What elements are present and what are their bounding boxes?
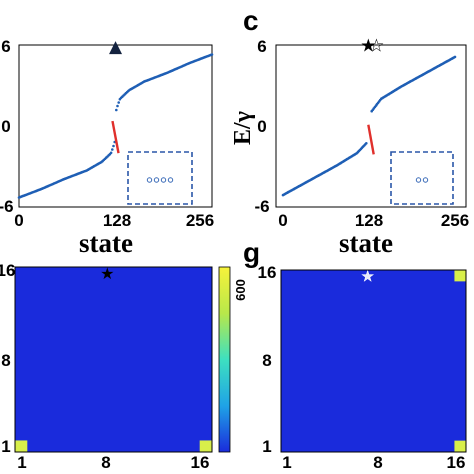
- heatmap-star-marker: ★: [100, 264, 114, 283]
- eigenvalue-point: [453, 55, 457, 59]
- heatmap-star-marker: ☆: [361, 267, 375, 286]
- spectrum-c-xtick-128: 128: [355, 211, 383, 230]
- heatmap-background: [281, 270, 466, 452]
- eigenvalue-point: [116, 104, 119, 108]
- heatmap-left-ytick-1: 1: [1, 437, 10, 456]
- heatmap-left-xtick-8: 8: [101, 453, 110, 472]
- eigenvalue-point: [210, 53, 214, 56]
- heatmap-g-ytick-16: 16: [258, 263, 277, 282]
- heatmap-hot-cell: [199, 440, 212, 452]
- heatmap-hot-cell: [454, 440, 466, 452]
- heatmap-g-frame: [280, 269, 467, 453]
- panel-letter-c: c: [243, 5, 259, 36]
- heatmap-g-xtick-1: 1: [282, 453, 291, 472]
- spectrum-left-xtick-128: 128: [103, 211, 131, 230]
- spectrum-c-inset: [390, 151, 454, 205]
- spectrum-c-xlabel: state: [339, 228, 393, 258]
- spectrum-c-frame: [275, 44, 467, 208]
- heatmap-g-ytick-1: 1: [262, 437, 271, 456]
- inset-circle: [422, 177, 429, 183]
- inset-circle: [153, 177, 160, 183]
- spectrum-c-xtick-256: 256: [441, 211, 469, 230]
- eigenvalue-point: [112, 144, 115, 148]
- heatmap-left-ytick-16: 16: [0, 261, 15, 280]
- heatmap-g-xtick-8: 8: [373, 453, 382, 472]
- colorbar: [218, 266, 231, 453]
- spectrum-left-ytick-minus6: -6: [0, 197, 14, 216]
- eigenvalue-point: [115, 108, 118, 112]
- heatmap-left-frame: [14, 266, 213, 453]
- heatmap-left-xtick-1: 1: [17, 453, 26, 472]
- spectrum-c-ytick-6: 6: [257, 37, 266, 56]
- spectrum-left-xlabel: state: [79, 228, 133, 258]
- eigenvalue-point: [365, 142, 368, 145]
- spectrum-left-ytick-6: 6: [1, 37, 10, 56]
- spectrum-left-inset: [127, 151, 193, 205]
- spectrum-left-xtick-0: 0: [14, 211, 23, 230]
- heatmap-g-ytick-8: 8: [262, 351, 271, 370]
- inset-circle: [146, 177, 153, 183]
- spectrum-left-chart: ▲ 6 0 -6 0 128 256 state: [0, 37, 214, 258]
- spectrum-c-xtick-0: 0: [278, 211, 287, 230]
- spectrum-left-frame: [18, 44, 213, 208]
- colorbar-max-label: 600: [233, 279, 248, 301]
- inset-circle: [160, 177, 167, 183]
- heatmap-left-ytick-8: 8: [1, 351, 10, 370]
- inset-circle: [167, 177, 174, 183]
- heatmap-star-fill: ★: [361, 267, 375, 286]
- heatmap-left-xtick-16: 16: [191, 453, 210, 472]
- filled-star-marker: ★: [360, 36, 376, 57]
- heatmap-left-chart: ★ 16 8 1 1 8 16 600: [0, 261, 248, 472]
- triangle-marker: ▲: [109, 37, 123, 57]
- heatmap-g-xtick-16: 16: [447, 453, 466, 472]
- spectrum-c-ylabel: E/γ: [230, 111, 256, 145]
- spectrum-c-ytick-0: 0: [257, 117, 266, 136]
- eigenvalue-point: [111, 148, 114, 151]
- spectrum-left-xtick-256: 256: [186, 211, 214, 230]
- panel-letter-g: g: [243, 237, 260, 268]
- spectrum-c-ytick-minus6: -6: [254, 197, 269, 216]
- hollow-star-marker: ☆: [368, 36, 384, 57]
- edge-state-line: [367, 124, 375, 155]
- eigenvalue-point: [109, 151, 113, 155]
- heatmap-background: [15, 267, 212, 452]
- heatmap-hot-cell: [15, 440, 28, 452]
- inset-circle: [415, 177, 422, 183]
- heatmap-hot-cell: [454, 270, 466, 282]
- spectrum-left-ytick-0: 0: [1, 117, 10, 136]
- edge-state-line: [111, 120, 120, 154]
- spectrum-c-chart: ★☆ 6 0 -6 0 128 256 state E/γ: [230, 36, 469, 258]
- eigenvalue-point: [117, 101, 120, 104]
- heatmap-g-chart: ☆★ 16 8 1 1 8 16: [258, 263, 467, 472]
